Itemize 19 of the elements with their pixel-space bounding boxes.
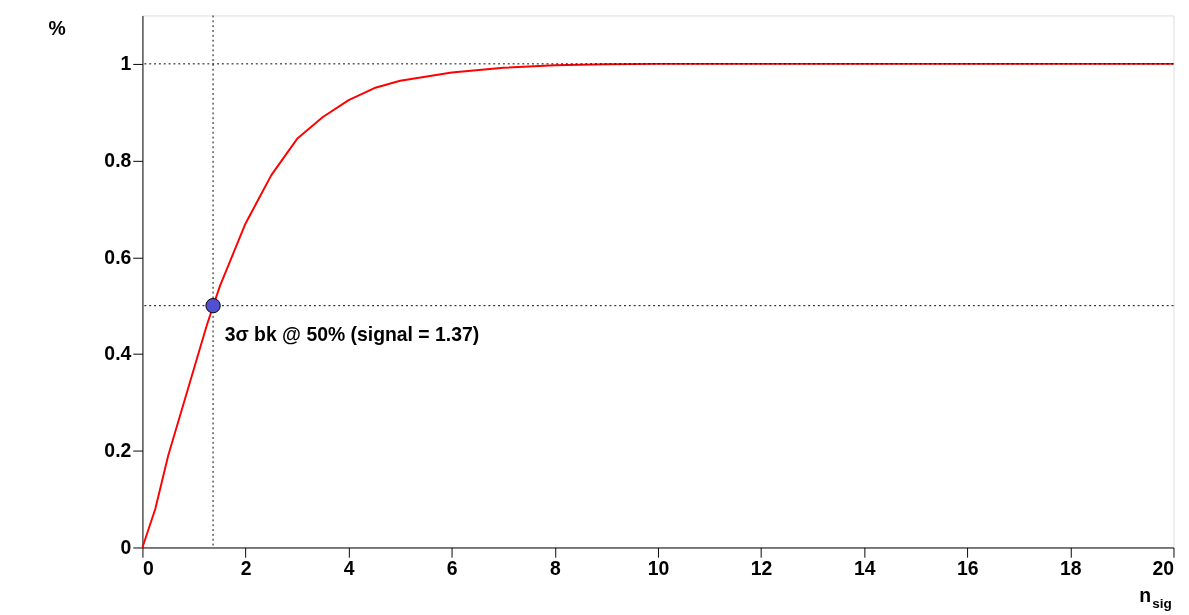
x-tick-label: 10 [647,557,670,580]
x-tick-label: 18 [1060,557,1082,580]
x-tick-label: 6 [446,557,458,580]
y-tick-label: 0.4 [104,342,132,365]
y-tick-label: 0.6 [104,245,132,268]
x-tick-label: 16 [956,557,979,580]
x-tick-label: 12 [750,557,773,580]
y-tick-label: 0.8 [104,148,132,171]
x-tick-label: 20 [1152,557,1174,580]
x-tick-label: 14 [853,557,876,580]
annotation: 3σ bk @ 50% (signal = 1.37) [224,322,480,345]
y-axis-title: % [48,16,66,39]
x-tick-label: 8 [549,557,561,580]
x-tick-label: 0 [142,557,154,580]
y-tick-label: 0.2 [104,439,132,462]
x-tick-label: 2 [240,557,252,580]
y-tick-label: 1 [120,52,132,75]
y-tick-label: 0 [120,535,132,558]
x-tick-label: 4 [343,557,355,580]
